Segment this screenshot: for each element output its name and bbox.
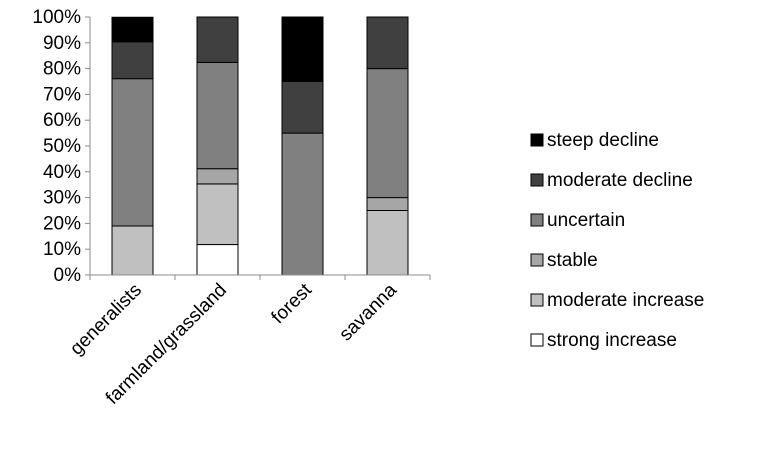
bar-segment-generalists-moderate-increase [111, 225, 154, 276]
bar-segment-generalists-uncertain [111, 78, 154, 227]
x-category-label-generalists: generalists [66, 280, 146, 360]
bar-segment-forest-steep-decline [281, 16, 324, 82]
bars-layer [111, 16, 409, 276]
bar-segment-savanna-moderate-decline [366, 16, 409, 70]
x-category-label-savanna: savanna [335, 279, 401, 345]
y-tick-label-9: 90% [43, 33, 81, 54]
legend: steep decline moderate decline uncertain st… [530, 130, 704, 351]
legend-swatch-uncertain [530, 213, 544, 227]
legend-swatch-moderate-increase [530, 293, 544, 307]
x-category-label-forest: forest [268, 279, 317, 328]
y-tick-label-5: 50% [43, 136, 81, 157]
legend-label-moderate-decline: moderate decline [547, 170, 693, 191]
bar-segment-savanna-uncertain [366, 68, 409, 199]
legend-swatch-steep-decline [530, 133, 544, 147]
y-tick-label-7: 70% [43, 84, 81, 105]
legend-swatch-moderate-decline [530, 173, 544, 187]
y-tick-label-1: 10% [43, 239, 81, 260]
y-tick-label-3: 30% [43, 188, 81, 209]
bar-segment-savanna-stable [366, 197, 409, 212]
bar-segment-savanna-moderate-increase [366, 210, 409, 276]
legend-label-strong-increase: strong increase [547, 330, 677, 351]
bar-segment-farmland-grassland-uncertain [196, 61, 239, 170]
bar-segment-generalists-moderate-decline [111, 41, 154, 80]
bar-segment-generalists-steep-decline [111, 16, 154, 43]
bar-segment-farmland-grassland-moderate-increase [196, 183, 239, 246]
legend-label-uncertain: uncertain [547, 210, 625, 231]
y-tick-label-10: 100% [32, 7, 81, 28]
y-tick-label-8: 80% [43, 59, 81, 80]
bar-segment-forest-moderate-decline [281, 81, 324, 134]
legend-label-steep-decline: steep decline [547, 130, 659, 151]
y-tick-label-4: 40% [43, 162, 81, 183]
bar-segment-farmland-grassland-strong-increase [196, 244, 239, 276]
y-tick-label-0: 0% [54, 265, 82, 286]
bar-segment-forest-uncertain [281, 132, 324, 276]
legend-label-moderate-increase: moderate increase [547, 290, 704, 311]
legend-label-stable: stable [547, 250, 598, 271]
y-tick-label-6: 60% [43, 110, 81, 131]
legend-swatch-strong-increase [530, 333, 544, 347]
y-tick-label-2: 20% [43, 213, 81, 234]
bar-segment-farmland-grassland-stable [196, 168, 239, 185]
legend-swatch-stable [530, 253, 544, 267]
bar-segment-farmland-grassland-moderate-decline [196, 16, 239, 63]
